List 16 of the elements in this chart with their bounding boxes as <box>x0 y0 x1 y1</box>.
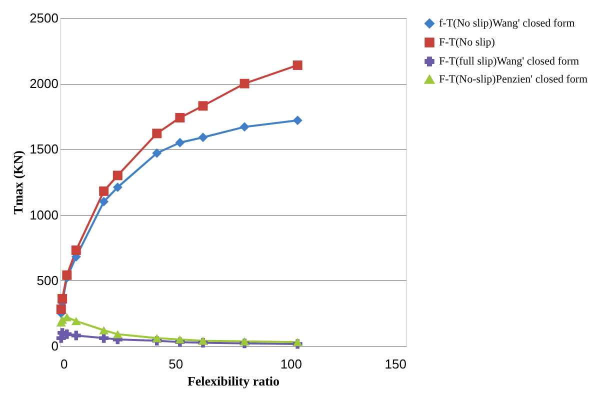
legend-label: F-T(No-slip)Penzien' closed form <box>439 74 588 86</box>
legend-label: F-T(full slip)Wang' closed form <box>439 56 580 68</box>
legend-label: F-T(No slip) <box>439 36 496 48</box>
x-tick-label: 150 <box>384 356 406 372</box>
x-tick-label: 0 <box>60 356 68 372</box>
y-tick-label: 1500 <box>30 142 58 157</box>
legend-label: f-T(No slip)Wang' closed form <box>439 18 576 30</box>
y-tick-label: 500 <box>36 272 58 288</box>
y-tick-label: 2000 <box>30 76 58 92</box>
y-axis-title: Tmax (KN) <box>10 150 26 214</box>
x-axis-title: Felexibility ratio <box>187 374 280 388</box>
x-tick-label: 100 <box>280 356 302 372</box>
y-tick-label: 0 <box>51 338 58 354</box>
x-tick-label: 50 <box>168 356 184 372</box>
y-tick-label: 1000 <box>30 207 58 222</box>
y-tick-label: 2500 <box>30 10 58 26</box>
